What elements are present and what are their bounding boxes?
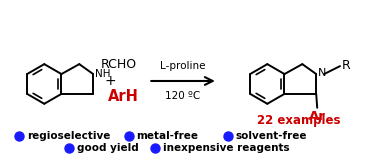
Text: regioselective: regioselective: [28, 131, 111, 142]
Text: good yield: good yield: [77, 143, 139, 153]
Text: inexpensive reagents: inexpensive reagents: [163, 143, 290, 153]
Text: solvent-free: solvent-free: [235, 131, 307, 142]
Text: NH: NH: [95, 69, 111, 79]
Text: +: +: [105, 74, 116, 88]
Text: L-proline: L-proline: [160, 61, 206, 71]
Text: ArH: ArH: [108, 89, 139, 104]
Text: metal-free: metal-free: [136, 131, 198, 142]
Text: 120 ºC: 120 ºC: [166, 91, 201, 101]
Text: RCHO: RCHO: [101, 58, 137, 71]
Text: R: R: [342, 59, 351, 72]
Text: N: N: [318, 68, 327, 78]
Text: 22 examples: 22 examples: [257, 114, 341, 127]
Text: Ar: Ar: [309, 110, 325, 123]
